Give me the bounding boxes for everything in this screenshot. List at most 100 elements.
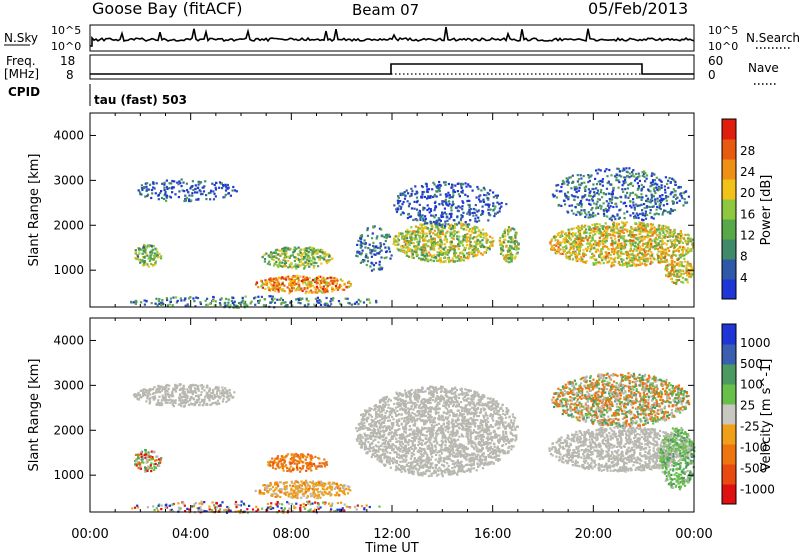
scatter-cell: [605, 210, 609, 213]
scatter-cell: [657, 261, 660, 264]
scatter-cell: [492, 202, 495, 205]
scatter-cell: [369, 248, 372, 251]
scatter-cell: [424, 215, 427, 218]
scatter-cell: [440, 232, 443, 236]
scatter-cell: [640, 193, 643, 196]
scatter-cell: [643, 175, 646, 178]
scatter-cell: [192, 297, 195, 300]
scatter-cell: [232, 303, 236, 306]
scatter-cell: [180, 405, 183, 408]
scatter-cell: [643, 170, 646, 173]
scatter-cell: [298, 486, 301, 489]
scatter-cell: [487, 208, 490, 211]
scatter-cell: [465, 228, 468, 231]
scatter-cell: [656, 188, 659, 191]
scatter-cell: [640, 221, 643, 225]
frequency-tick-top: 18: [60, 54, 75, 68]
scatter-cell: [586, 238, 589, 241]
scatter-cell: [277, 287, 280, 290]
scatter-cell: [321, 256, 324, 259]
scatter-cell: [325, 259, 328, 262]
scatter-cell: [458, 244, 461, 247]
scatter-cell: [291, 266, 294, 269]
scatter-cell: [158, 458, 161, 461]
scatter-cell: [261, 286, 264, 289]
scatter-cell: [639, 225, 642, 228]
scatter-cell: [443, 256, 446, 260]
scatter-cell: [665, 243, 668, 246]
scatter-cell: [440, 229, 443, 232]
scatter-cell: [287, 247, 290, 250]
scatter-cell: [560, 231, 563, 234]
scatter-cell: [608, 226, 611, 229]
scatter-cell: [500, 251, 503, 254]
scatter-cell: [562, 240, 565, 243]
scatter-cell: [444, 251, 447, 255]
scatter-cell: [144, 245, 147, 248]
scatter-cell: [482, 186, 485, 189]
scatter-cell: [563, 241, 566, 244]
scatter-cell: [615, 222, 618, 225]
scatter-cell: [643, 253, 647, 256]
scatter-cell: [498, 239, 501, 242]
scatter-cell: [682, 265, 685, 268]
scatter-cell: [397, 239, 401, 242]
scatter-cell: [275, 487, 278, 490]
scatter-cell: [201, 404, 204, 407]
scatter-cell: [145, 400, 148, 403]
scatter-cell: [331, 290, 334, 293]
scatter-cell: [296, 274, 299, 277]
scatter-cell: [636, 188, 639, 191]
scatter-cell: [219, 392, 222, 395]
scatter-cell: [613, 215, 616, 218]
scatter-cell: [446, 230, 449, 233]
scatter-cell: [315, 285, 319, 288]
scatter-cell: [651, 179, 655, 182]
scatter-cell: [274, 488, 277, 491]
scatter-cell: [311, 284, 314, 287]
scatter-cell: [306, 285, 309, 288]
scatter-cell: [305, 469, 308, 472]
scatter-cell: [439, 259, 442, 262]
scatter-cell: [216, 399, 219, 402]
scatter-cell: [578, 253, 581, 256]
scatter-cell: [183, 299, 186, 302]
scatter-cell: [158, 386, 161, 390]
scatter-cell: [452, 244, 455, 248]
scatter-cell: [680, 261, 683, 264]
scatter-cell: [609, 205, 612, 208]
scatter-cell: [273, 459, 276, 462]
scatter-cell: [632, 212, 635, 215]
scatter-cell: [322, 288, 325, 291]
scatter-cell: [445, 240, 449, 243]
scatter-cell: [386, 235, 389, 238]
scatter-cell: [288, 256, 291, 259]
scatter-cell: [588, 226, 591, 229]
scatter-cell: [576, 203, 579, 206]
scatter-cell: [634, 254, 637, 257]
scatter-cell: [341, 279, 344, 283]
scatter-cell: [134, 453, 138, 456]
scatter-cell: [186, 400, 189, 403]
beam-title: Beam 07: [352, 1, 419, 19]
scatter-cell: [453, 260, 456, 263]
scatter-cell: [680, 270, 683, 273]
scatter-cell: [646, 257, 649, 260]
scatter-cell: [687, 272, 690, 275]
scatter-cell: [595, 248, 598, 251]
scatter-cell: [665, 269, 669, 272]
scatter-cell: [580, 182, 583, 185]
scatter-cell: [673, 229, 676, 232]
scatter-cell: [440, 239, 443, 242]
scatter-cell: [625, 221, 628, 224]
scatter-cell: [347, 281, 350, 284]
scatter-cell: [361, 249, 364, 252]
scatter-cell: [655, 242, 658, 245]
scatter-cell: [658, 231, 661, 234]
scatter-cell: [611, 193, 614, 196]
scatter-cell: [438, 180, 441, 184]
scatter-cell: [422, 206, 425, 209]
scatter-cell: [147, 389, 150, 392]
scatter-cell: [643, 248, 646, 251]
frequency-label-1: Freq.: [6, 54, 36, 68]
